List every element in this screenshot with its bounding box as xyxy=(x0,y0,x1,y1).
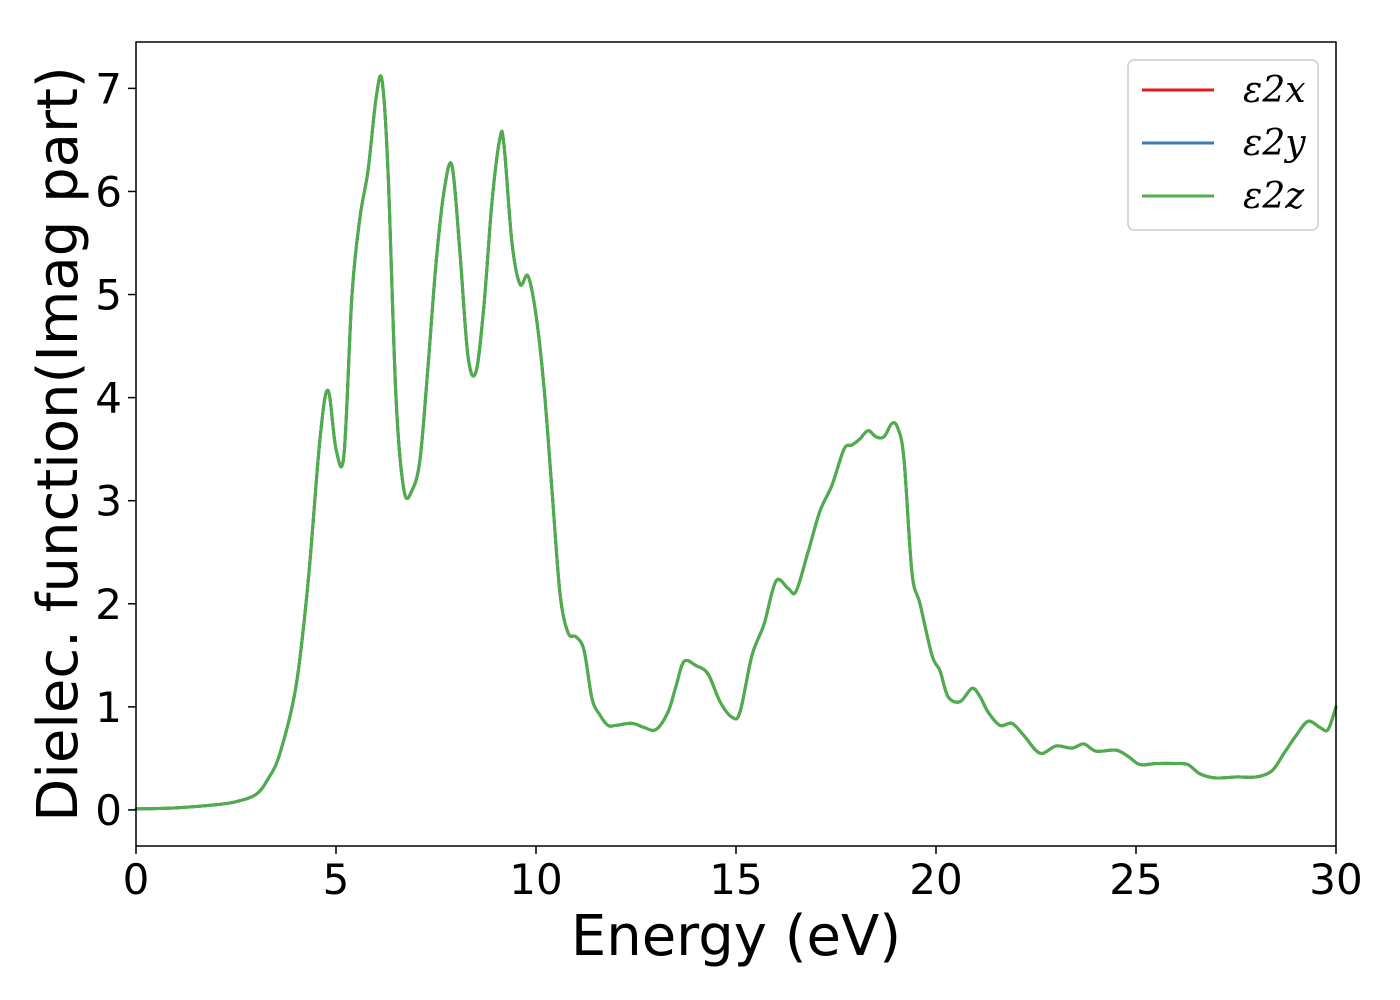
x-tick-label: 30 xyxy=(1309,855,1362,904)
y-tick-label: 2 xyxy=(95,580,122,629)
y-tick-label: 6 xyxy=(95,167,122,216)
x-tick-label: 15 xyxy=(709,855,762,904)
y-axis-title: Dielec. function(Imag part) xyxy=(26,66,91,822)
legend: ε2x ε2y ε2z xyxy=(1127,59,1319,231)
series-layer xyxy=(134,74,1338,811)
y-tick-label: 0 xyxy=(95,786,122,835)
x-axis-ticks: 0 5 10 15 20 25 30 xyxy=(123,846,1363,904)
x-tick-label: 5 xyxy=(323,855,350,904)
legend-box xyxy=(1127,59,1319,231)
legend-label-2: ε2z xyxy=(1243,176,1305,217)
y-tick-label: 1 xyxy=(95,683,122,732)
x-axis-title: Energy (eV) xyxy=(571,904,901,969)
x-tick-label: 0 xyxy=(123,855,150,904)
y-tick-label: 7 xyxy=(95,64,122,113)
y-axis-ticks: 0 1 2 3 4 5 6 7 xyxy=(95,64,136,835)
y-tick-label: 3 xyxy=(95,477,122,526)
y-tick-label: 4 xyxy=(95,374,122,423)
series-line-2 xyxy=(134,74,1338,811)
x-tick-label: 10 xyxy=(509,855,562,904)
y-tick-label: 5 xyxy=(95,271,122,320)
x-tick-label: 20 xyxy=(909,855,962,904)
legend-label-1: ε2y xyxy=(1243,123,1306,164)
legend-label-0: ε2x xyxy=(1243,70,1306,111)
x-tick-label: 25 xyxy=(1109,855,1162,904)
